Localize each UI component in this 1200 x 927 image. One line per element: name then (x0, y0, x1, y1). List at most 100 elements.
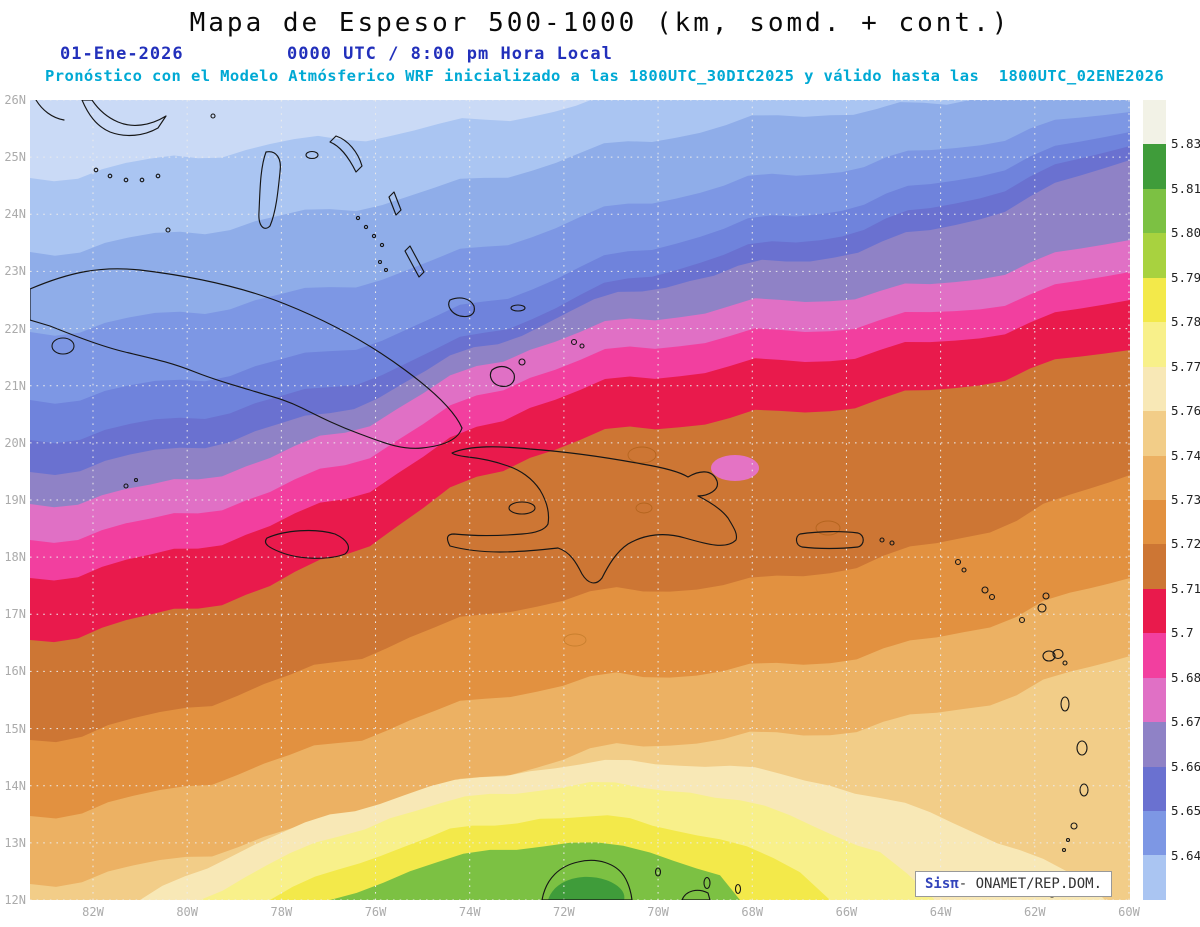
island-outline (981, 586, 989, 594)
island-outline (1062, 660, 1068, 666)
coastline-path (795, 531, 864, 550)
contour-pocket-ring (563, 633, 587, 647)
island-outline (1079, 783, 1089, 797)
coastline-path (489, 365, 515, 387)
colorbar-label: 5.807 (1171, 225, 1200, 241)
colorbar-segment (1143, 366, 1166, 412)
coastline-path (258, 151, 281, 229)
colorbar-segment (1143, 855, 1166, 900)
island-outline (93, 167, 99, 173)
island-outline (51, 337, 75, 355)
colorbar-segment (1143, 722, 1166, 767)
island-outline (518, 358, 526, 366)
forecast-model-line: Pronóstico con el Modelo Atmósferico WRF… (45, 67, 1165, 85)
colorbar-label: 5.736 (1171, 492, 1200, 507)
colorbar-segment (1143, 100, 1166, 145)
island-outline (123, 483, 129, 489)
coastline-path (35, 100, 65, 121)
lat-label: 13N (4, 835, 26, 850)
colorbar-segment (1143, 322, 1166, 367)
coastline-path (404, 245, 425, 278)
colorbar-segment (1143, 677, 1166, 723)
colorbar-label: 5.724 (1171, 536, 1200, 552)
island-outline (139, 177, 145, 183)
lat-label: 12N (4, 893, 26, 907)
watermark-box: Sisπ - ONAMET/REP.DOM. (915, 871, 1113, 897)
coastline-path (681, 889, 711, 900)
colorbar-label: 5.76 (1171, 403, 1200, 419)
contour-bands (30, 100, 1130, 900)
island-outline (510, 304, 526, 312)
lon-label: 80W (176, 905, 199, 919)
colorbar-segment (1143, 455, 1166, 500)
island-outline (579, 343, 585, 349)
lat-label: 20N (4, 435, 26, 450)
lat-label: 26N (4, 93, 26, 107)
coastline-path (388, 191, 402, 216)
contour-blob (711, 455, 759, 481)
colorbar (1143, 100, 1166, 900)
lon-label: 72W (553, 905, 575, 919)
island-outline (1042, 650, 1056, 662)
contour-band (330, 842, 740, 900)
lon-label: 66W (835, 905, 858, 919)
lon-label: 64W (929, 905, 952, 919)
contour-pocket-ring (815, 520, 841, 536)
colorbar-segment (1143, 188, 1166, 234)
island-outline (570, 338, 578, 346)
coastline-path (329, 135, 363, 173)
island-outline (1076, 740, 1088, 756)
colorbar-label: 5.748 (1171, 447, 1200, 463)
lat-label: 17N (4, 607, 26, 622)
colorbar-segment (1143, 588, 1166, 634)
map-date: 01-Ene-2026 (60, 44, 184, 64)
colorbar-segment (1143, 411, 1166, 456)
island-outline (379, 242, 385, 248)
map-canvas (30, 100, 1130, 900)
colorbar-segment (1143, 144, 1166, 189)
lon-label: 68W (741, 905, 764, 919)
island-outline (1037, 603, 1047, 613)
lon-label: 62W (1023, 905, 1046, 919)
colorbar-label: 5.652 (1171, 803, 1200, 819)
lat-label: 23N (4, 264, 26, 279)
lat-label: 14N (4, 778, 26, 793)
watermark-brand: Sisπ (925, 876, 959, 892)
lat-label: 15N (4, 721, 26, 736)
island-outline (165, 227, 171, 233)
lon-label: 70W (647, 905, 669, 919)
colorbar-label: 5.7 (1171, 625, 1194, 641)
island-outline (355, 215, 361, 221)
island-outline (107, 173, 113, 179)
lon-label: 82W (82, 905, 104, 919)
island-outline (210, 113, 216, 119)
contour-blob (548, 876, 625, 900)
island-outline (123, 177, 129, 183)
coastline-path (30, 268, 463, 449)
colorbar-segment (1143, 277, 1166, 323)
colorbar-segment (1143, 633, 1166, 678)
lon-label: 76W (364, 905, 387, 919)
island-outline (654, 867, 662, 877)
lon-label: 78W (270, 905, 293, 919)
colorbar-label: 5.64 (1171, 847, 1200, 863)
colorbar-label: 5.664 (1171, 758, 1200, 774)
watermark-separator: - (958, 876, 976, 892)
island-outline (954, 558, 962, 566)
island-outline (1065, 837, 1071, 843)
colorbar-label: 5.772 (1171, 358, 1200, 374)
lat-label: 16N (4, 664, 26, 679)
island-outline (133, 477, 139, 483)
colorbar-label: 5.795 (1171, 269, 1200, 285)
lat-label: 24N (4, 207, 26, 222)
lon-label: 60W (1118, 905, 1140, 919)
gridlines (30, 100, 1130, 900)
island-outline (1042, 592, 1050, 600)
island-outline (383, 267, 389, 273)
island-outline (1052, 648, 1064, 660)
island-outline (1070, 822, 1078, 830)
island-outline (363, 224, 369, 230)
colorbar-label: 5.783 (1171, 314, 1200, 330)
lat-label: 22N (4, 321, 26, 336)
colorbar-label: 5.676 (1171, 714, 1200, 730)
